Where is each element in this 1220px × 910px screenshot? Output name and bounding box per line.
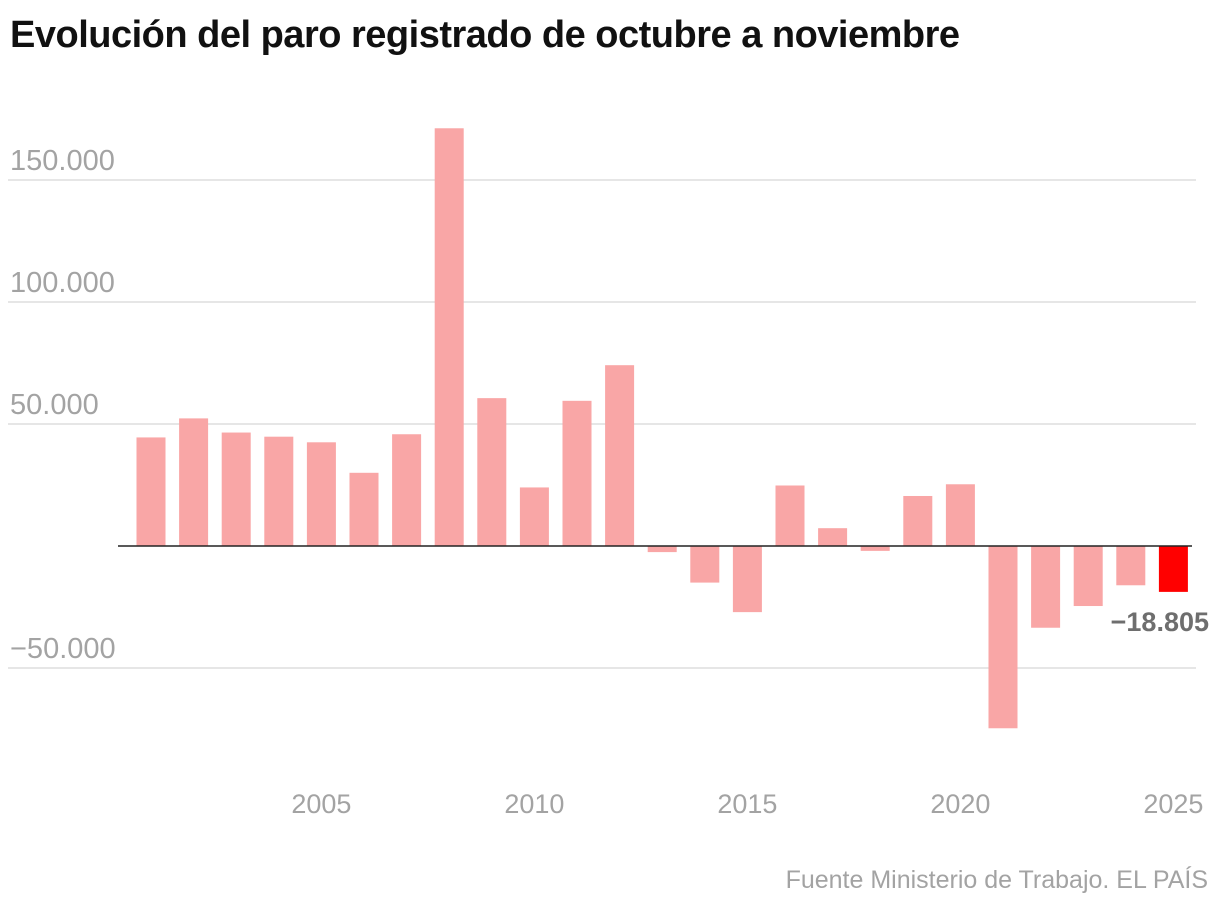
bar-2022 [1031,546,1061,628]
y-tick-label: 50.000 [10,389,99,421]
bar-2016 [775,485,805,546]
bar-2024 [1116,546,1146,586]
bar-2010 [519,487,549,546]
bar-2025 [1158,546,1188,592]
y-tick-label: 150.000 [10,145,115,177]
bar-2014 [690,546,720,583]
bar-2003 [221,432,251,546]
bars [136,128,1188,729]
x-tick-label: 2010 [504,789,564,819]
bar-2006 [349,472,379,546]
y-tick-label: 100.000 [10,267,115,299]
bar-2017 [818,528,848,546]
bar-2002 [179,418,209,546]
bar-2001 [136,437,166,546]
bar-2018 [860,546,890,551]
bar-2008 [434,128,464,546]
x-tick-label: 2025 [1143,789,1203,819]
y-tick-label: −50.000 [10,633,116,665]
x-tick-label: 2015 [717,789,777,819]
bar-2012 [605,365,635,546]
bar-2019 [903,495,933,546]
bar-2005 [306,442,336,546]
bar-2023 [1073,546,1103,607]
bar-2021 [988,546,1018,729]
x-tick-label: 2020 [930,789,990,819]
bar-2011 [562,400,592,546]
chart-title: Evolución del paro registrado de octubre… [10,14,960,56]
bar-2013 [647,546,677,553]
bar-2015 [732,546,762,613]
highlight-value-label: −18.805 [1111,607,1209,637]
source-note: Fuente Ministerio de Trabajo. EL PAÍS [785,866,1208,894]
y-axis-ticks: −50.000 50.000 100.000 150.000 [10,145,116,665]
data-labels: −18.805 [1111,607,1209,637]
bar-2004 [264,436,294,546]
x-tick-label: 2005 [291,789,351,819]
bar-2007 [392,434,422,546]
bar-2009 [477,398,507,546]
bar-2020 [945,484,975,546]
x-axis-ticks: 2005 2010 2015 2020 2025 [291,789,1203,819]
